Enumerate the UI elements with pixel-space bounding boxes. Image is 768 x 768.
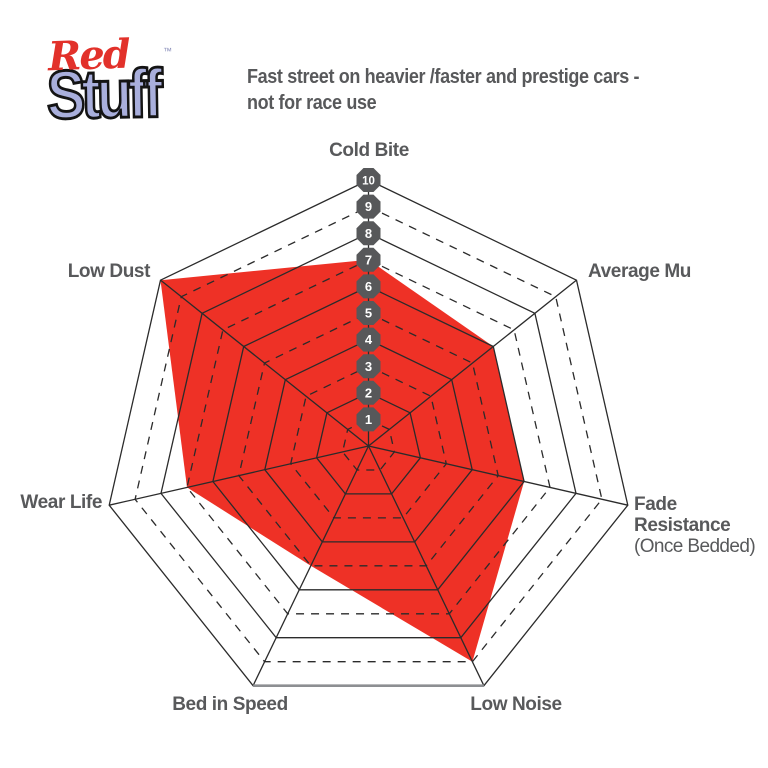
scale-badge-number-7: 7 xyxy=(365,252,372,267)
scale-badge-1 xyxy=(356,407,381,432)
scale-badge-8 xyxy=(356,221,381,246)
scale-badge-number-10: 10 xyxy=(362,176,375,188)
axis-label-average-mu: Average Mu xyxy=(588,261,691,282)
logo-red-text: Red xyxy=(47,30,130,81)
scale-badge-number-9: 9 xyxy=(365,199,372,214)
axis-label-bed-in-speed: Bed in Speed xyxy=(172,694,288,715)
axis-label-fade-resistance-main: Fade Resistance xyxy=(634,494,731,536)
scale-badge-number-8: 8 xyxy=(365,226,372,241)
radar-spoke-6 xyxy=(160,279,369,447)
radar-spoke-4 xyxy=(252,445,370,686)
scale-badge-6 xyxy=(356,274,381,299)
scale-badge-number-3: 3 xyxy=(365,359,372,374)
radar-grid-ring-8 xyxy=(160,232,577,639)
scale-badge-2 xyxy=(356,380,381,405)
axis-label-fade-resistance-sub: (Once Bedded) xyxy=(634,536,756,557)
radar-spoke-5 xyxy=(109,445,369,506)
chart-description: Fast street on heavier /faster and prest… xyxy=(247,66,640,114)
radar-spoke-3 xyxy=(367,445,485,686)
radar-grid-ring-9 xyxy=(134,205,603,663)
scale-badge-7 xyxy=(356,247,381,272)
scale-badge-number-5: 5 xyxy=(365,306,372,321)
axis-label-fade-resistance: Fade Resistance (Once Bedded) xyxy=(634,473,756,557)
scale-badge-number-1: 1 xyxy=(365,412,372,427)
redstuff-logo: Stuff Red ™ xyxy=(44,30,184,140)
scale-badge-4 xyxy=(356,327,381,352)
scale-badge-number-4: 4 xyxy=(365,332,373,347)
radar-spoke-2 xyxy=(368,445,628,506)
scale-badge-10 xyxy=(356,168,381,192)
axis-label-cold-bite: Cold Bite xyxy=(329,140,409,161)
scale-badge-number-6: 6 xyxy=(365,279,372,294)
radar-grid-ring-6 xyxy=(212,285,525,591)
axis-label-low-noise: Low Noise xyxy=(470,694,562,715)
radar-grid-ring-4 xyxy=(264,338,473,543)
axis-label-wear-life: Wear Life xyxy=(20,492,102,513)
axis-label-low-dust: Low Dust xyxy=(67,261,151,282)
scale-badge-3 xyxy=(356,354,381,379)
radar-spoke-1 xyxy=(368,279,577,447)
radar-grid-ring-1 xyxy=(341,418,396,471)
scale-badge-9 xyxy=(356,194,381,219)
scale-badge-5 xyxy=(356,301,381,325)
scale-badge-number-2: 2 xyxy=(365,385,372,400)
trademark-symbol: ™ xyxy=(163,46,172,56)
radar-grid-ring-2 xyxy=(315,392,422,495)
radar-grid-ring-3 xyxy=(289,365,448,519)
radar-value-polygon xyxy=(160,259,525,662)
